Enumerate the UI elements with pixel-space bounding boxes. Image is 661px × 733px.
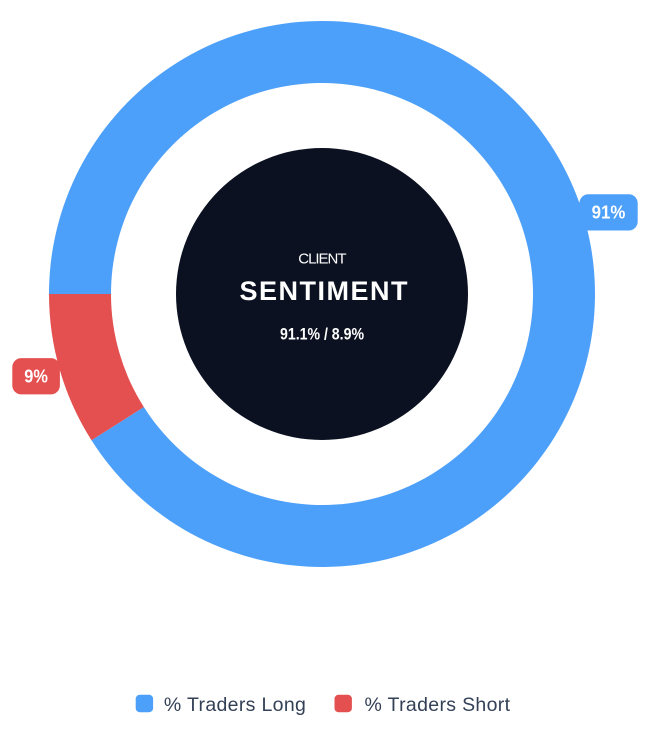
svg-text:9%: 9%	[24, 367, 48, 387]
svg-text:% Traders Long: % Traders Long	[164, 694, 306, 716]
svg-text:91%: 91%	[592, 202, 626, 222]
svg-text:SENTIMENT: SENTIMENT	[240, 276, 409, 306]
svg-text:% Traders Short: % Traders Short	[365, 694, 511, 716]
svg-text:CLIENT: CLIENT	[298, 251, 346, 268]
svg-text:91.1% / 8.9%: 91.1% / 8.9%	[280, 325, 364, 344]
